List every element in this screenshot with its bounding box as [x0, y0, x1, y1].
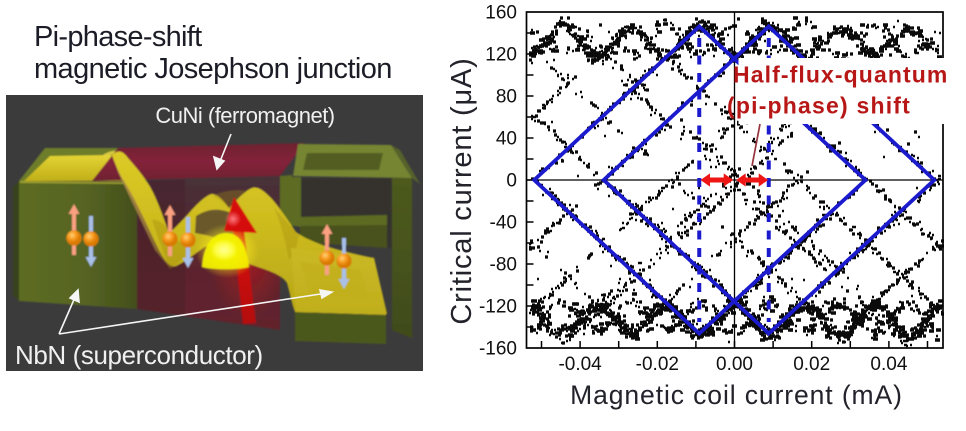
svg-text:-0.04: -0.04 — [558, 354, 602, 375]
svg-text:-160: -160 — [479, 339, 517, 360]
svg-text:120: 120 — [485, 45, 517, 66]
svg-text:Pi-phase-shift: Pi-phase-shift — [34, 21, 202, 53]
svg-text:0.04: 0.04 — [870, 354, 907, 375]
svg-text:-0.02: -0.02 — [636, 354, 679, 375]
svg-text:0: 0 — [506, 171, 517, 192]
svg-text:Half-flux-quantum: Half-flux-quantum — [733, 62, 948, 88]
svg-text:NbN (superconductor): NbN (superconductor) — [15, 340, 263, 370]
svg-text:-120: -120 — [479, 297, 517, 318]
svg-text:-40: -40 — [490, 213, 517, 234]
svg-text:(pi-phase) shift: (pi-phase) shift — [727, 93, 911, 119]
svg-text:40: 40 — [496, 129, 517, 150]
svg-text:80: 80 — [496, 87, 517, 108]
svg-text:Critical current (μA): Critical current (μA) — [446, 57, 478, 324]
svg-text:160: 160 — [485, 3, 517, 24]
svg-text:Magnetic coil current (mA): Magnetic coil current (mA) — [570, 380, 903, 410]
svg-text:magnetic Josephson junction: magnetic Josephson junction — [34, 53, 392, 85]
svg-text:0.02: 0.02 — [793, 354, 830, 375]
svg-text:-80: -80 — [490, 255, 517, 276]
svg-text:CuNi (ferromagnet): CuNi (ferromagnet) — [155, 103, 334, 128]
svg-text:0.00: 0.00 — [716, 354, 753, 375]
